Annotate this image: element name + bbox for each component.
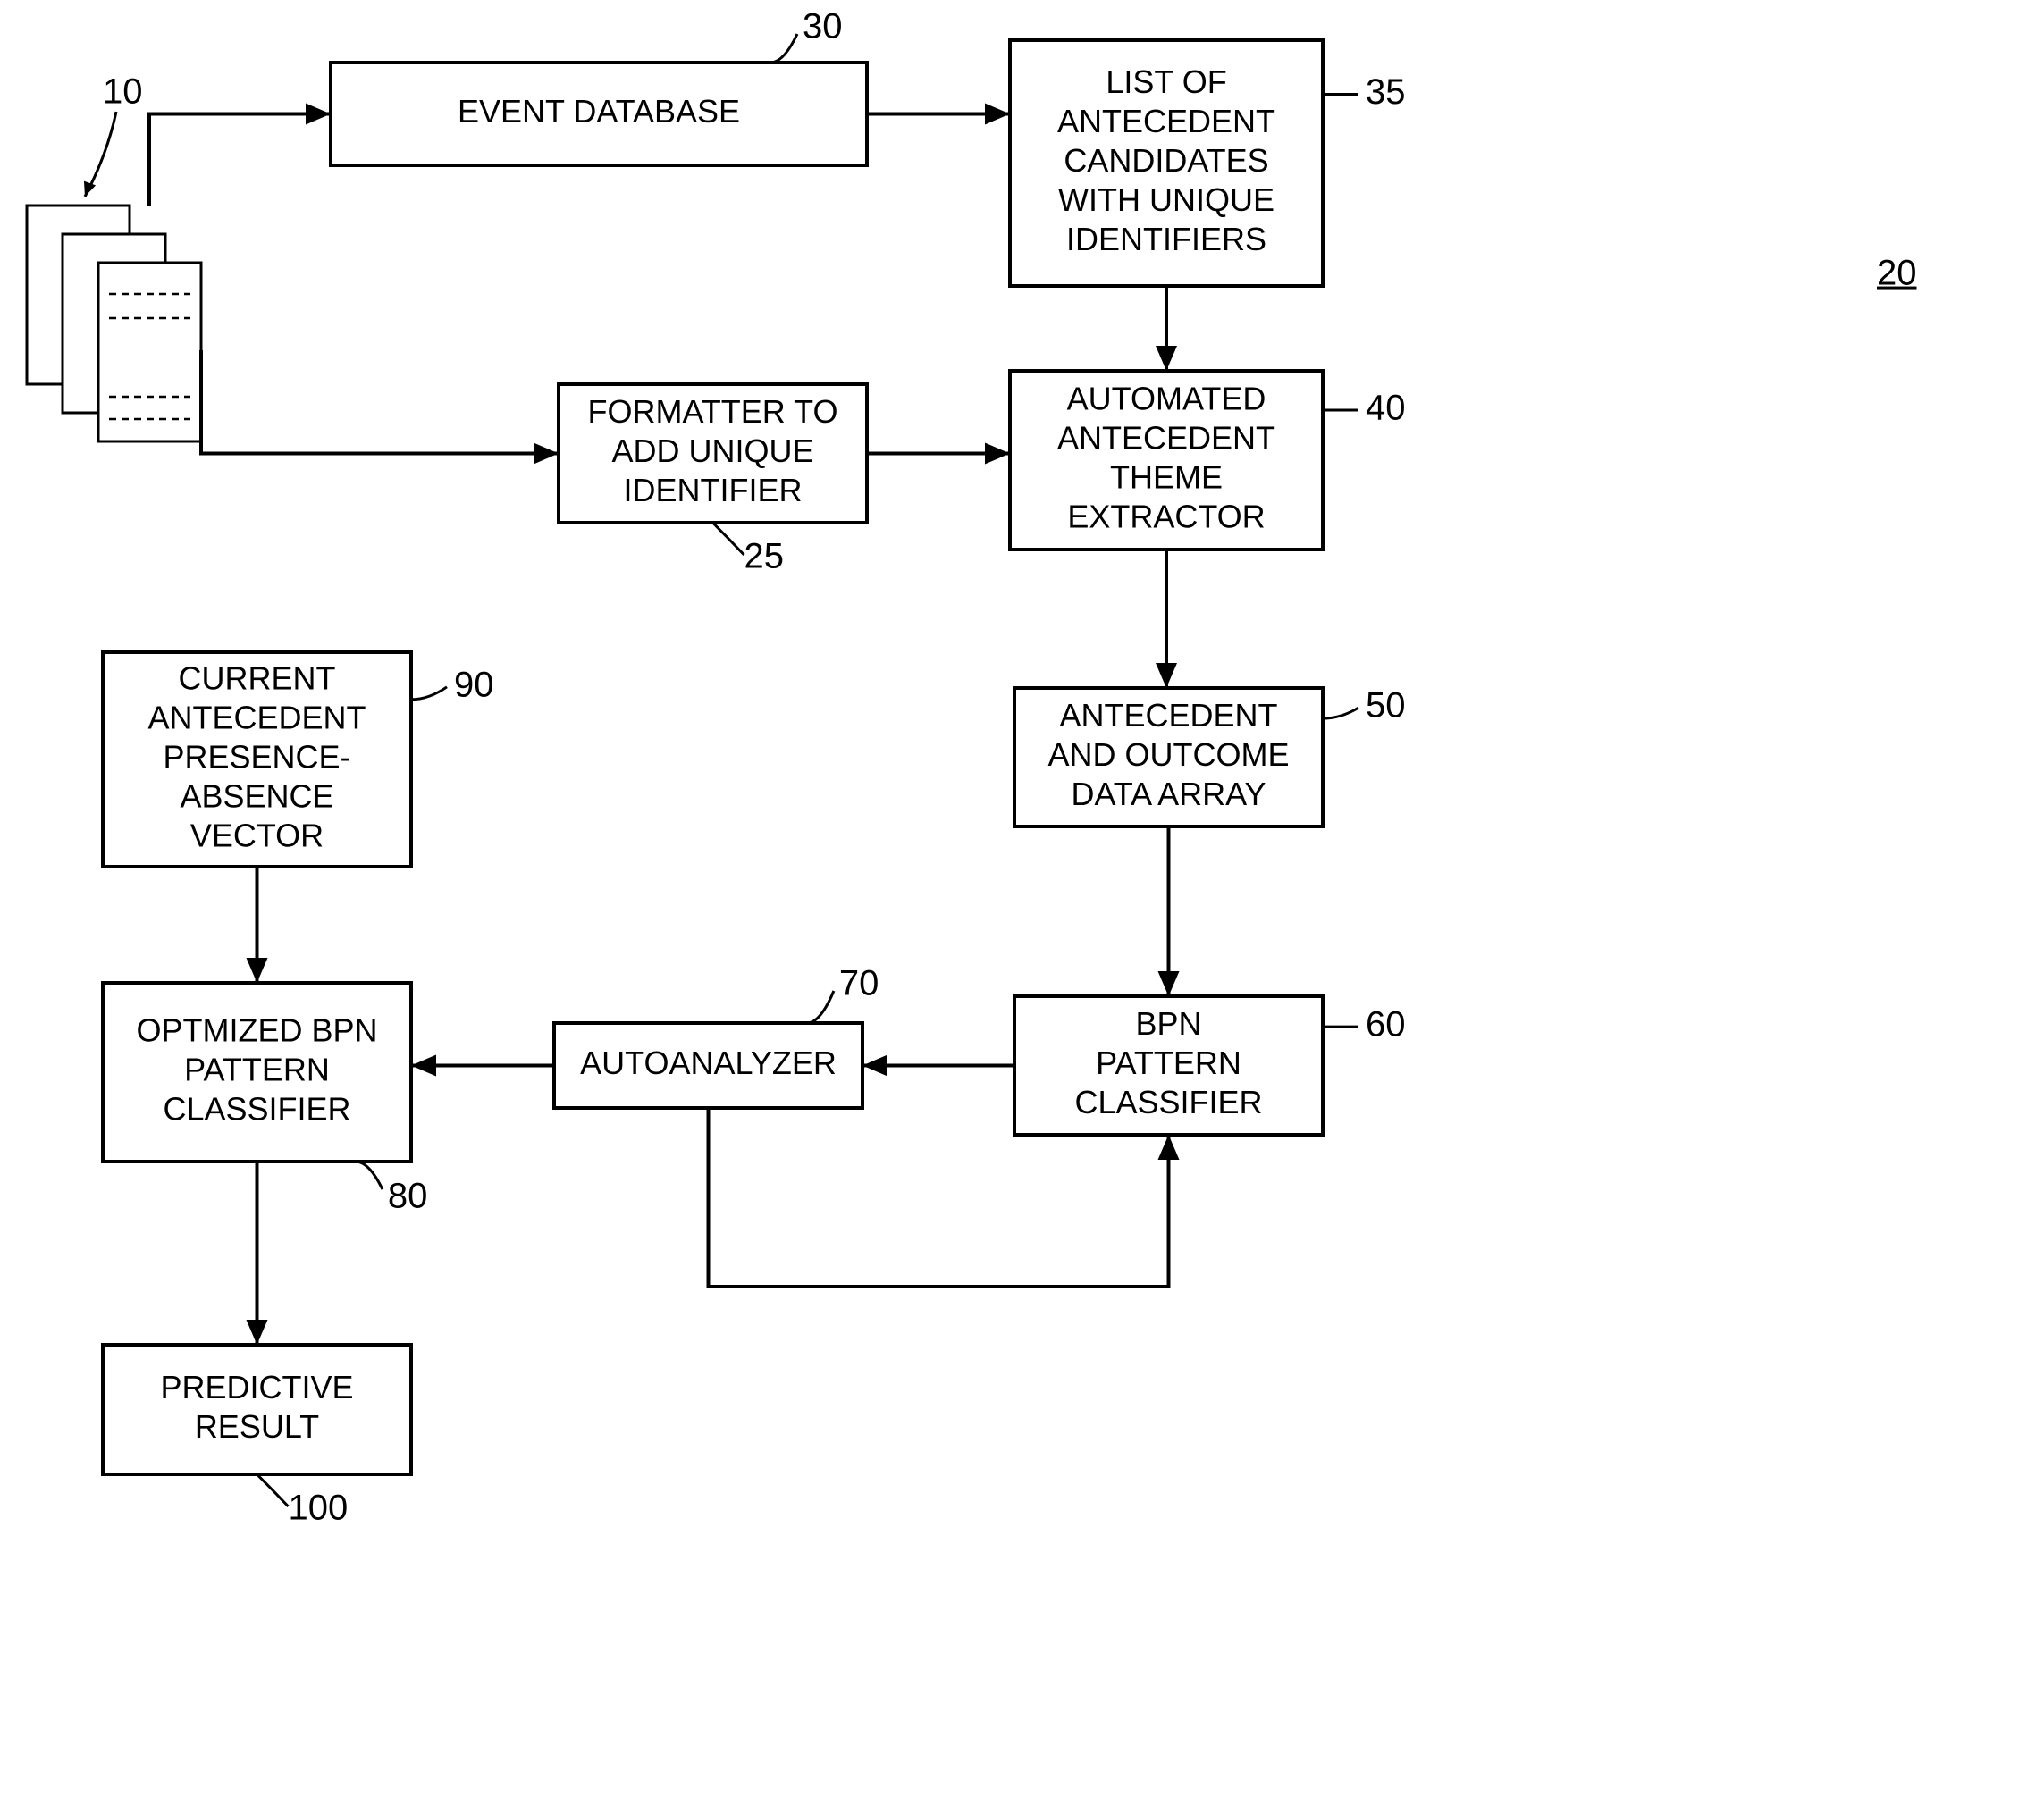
edge-1 bbox=[201, 350, 559, 465]
edge-3 bbox=[1156, 286, 1177, 371]
node-35-line-1: ANTECEDENT bbox=[1057, 103, 1275, 139]
node-100-line-0: PREDICTIVE bbox=[160, 1369, 353, 1405]
node-90-line-4: VECTOR bbox=[190, 817, 324, 853]
node-90-line-2: PRESENCE- bbox=[163, 739, 350, 776]
edge-0 bbox=[149, 104, 331, 206]
node-100-line-1: RESULT bbox=[195, 1408, 319, 1445]
node-90-line-1: ANTECEDENT bbox=[147, 700, 366, 736]
node-40: AUTOMATEDANTECEDENTTHEMEEXTRACTOR 40 bbox=[1010, 371, 1406, 550]
node-60-line-0: BPN bbox=[1135, 1005, 1201, 1042]
node-25-line-0: FORMATTER TO bbox=[587, 393, 837, 430]
ref-label-50: 50 bbox=[1366, 686, 1406, 726]
ref-label-35: 35 bbox=[1366, 72, 1406, 112]
node-35-line-3: WITH UNIQUE bbox=[1058, 181, 1274, 218]
edge-2 bbox=[867, 104, 1010, 125]
node-90-line-0: CURRENT bbox=[179, 660, 336, 697]
input-documents: 10 bbox=[27, 72, 201, 441]
edge-6 bbox=[1158, 826, 1180, 996]
node-50-line-1: AND OUTCOME bbox=[1048, 736, 1290, 773]
ref-label-60: 60 bbox=[1366, 1005, 1406, 1045]
edge-4 bbox=[867, 443, 1010, 465]
node-50-line-0: ANTECEDENT bbox=[1059, 697, 1277, 734]
node-60-line-1: PATTERN bbox=[1096, 1045, 1241, 1081]
ref-label-70: 70 bbox=[839, 964, 879, 1003]
ref-label-80: 80 bbox=[388, 1177, 428, 1216]
node-80-line-1: PATTERN bbox=[184, 1052, 330, 1088]
ref-label-40: 40 bbox=[1366, 389, 1406, 428]
node-35-line-0: LIST OF bbox=[1106, 63, 1226, 100]
node-40-line-2: THEME bbox=[1110, 458, 1223, 495]
node-50: ANTECEDENTAND OUTCOMEDATA ARRAY 50 bbox=[1014, 686, 1406, 826]
node-80-line-0: OPTMIZED BPN bbox=[136, 1012, 377, 1049]
node-30-line-0: EVENT DATABASE bbox=[458, 93, 740, 130]
node-80-line-2: CLASSIFIER bbox=[163, 1090, 350, 1127]
node-50-line-2: DATA ARRAY bbox=[1071, 776, 1266, 812]
flowchart-root: 10EVENT DATABASE30LIST OFANTECEDENTCANDI… bbox=[0, 0, 2044, 1804]
node-40-line-3: EXTRACTOR bbox=[1067, 498, 1265, 534]
node-40-line-0: AUTOMATED bbox=[1067, 381, 1266, 417]
node-25-line-2: IDENTIFIER bbox=[623, 472, 802, 508]
ref-label-90: 90 bbox=[454, 665, 494, 704]
node-60: BPNPATTERNCLASSIFIER 60 bbox=[1014, 996, 1406, 1135]
node-80: OPTMIZED BPNPATTERNCLASSIFIER 80 bbox=[103, 983, 427, 1216]
edge-5 bbox=[1156, 550, 1177, 688]
node-90: CURRENTANTECEDENTPRESENCE-ABSENCEVECTOR 9… bbox=[103, 652, 494, 867]
node-70-line-0: AUTOANALYZER bbox=[580, 1045, 837, 1081]
node-40-line-1: ANTECEDENT bbox=[1057, 420, 1275, 457]
edge-9 bbox=[247, 867, 268, 983]
ref-label-20: 20 bbox=[1877, 254, 1917, 293]
ref-label-25: 25 bbox=[744, 537, 785, 576]
node-35-line-4: IDENTIFIERS bbox=[1066, 221, 1266, 257]
edge-8 bbox=[411, 1055, 554, 1077]
node-35-line-2: CANDIDATES bbox=[1064, 142, 1268, 179]
edge-10 bbox=[247, 1162, 268, 1345]
node-30: EVENT DATABASE 30 bbox=[331, 7, 867, 165]
ref-label-10: 10 bbox=[103, 72, 143, 112]
edge-7 bbox=[862, 1055, 1014, 1077]
ref-label-30: 30 bbox=[803, 7, 843, 46]
node-25: FORMATTER TOADD UNIQUEIDENTIFIER 25 bbox=[559, 384, 867, 576]
node-70: AUTOANALYZER 70 bbox=[554, 964, 879, 1108]
node-60-line-2: CLASSIFIER bbox=[1074, 1084, 1262, 1120]
node-35: LIST OFANTECEDENTCANDIDATESWITH UNIQUEID… bbox=[1010, 40, 1406, 286]
node-100: PREDICTIVERESULT 100 bbox=[103, 1345, 411, 1528]
node-25-line-1: ADD UNIQUE bbox=[611, 432, 813, 469]
ref-label-100: 100 bbox=[289, 1489, 349, 1528]
node-90-line-3: ABSENCE bbox=[180, 777, 333, 814]
